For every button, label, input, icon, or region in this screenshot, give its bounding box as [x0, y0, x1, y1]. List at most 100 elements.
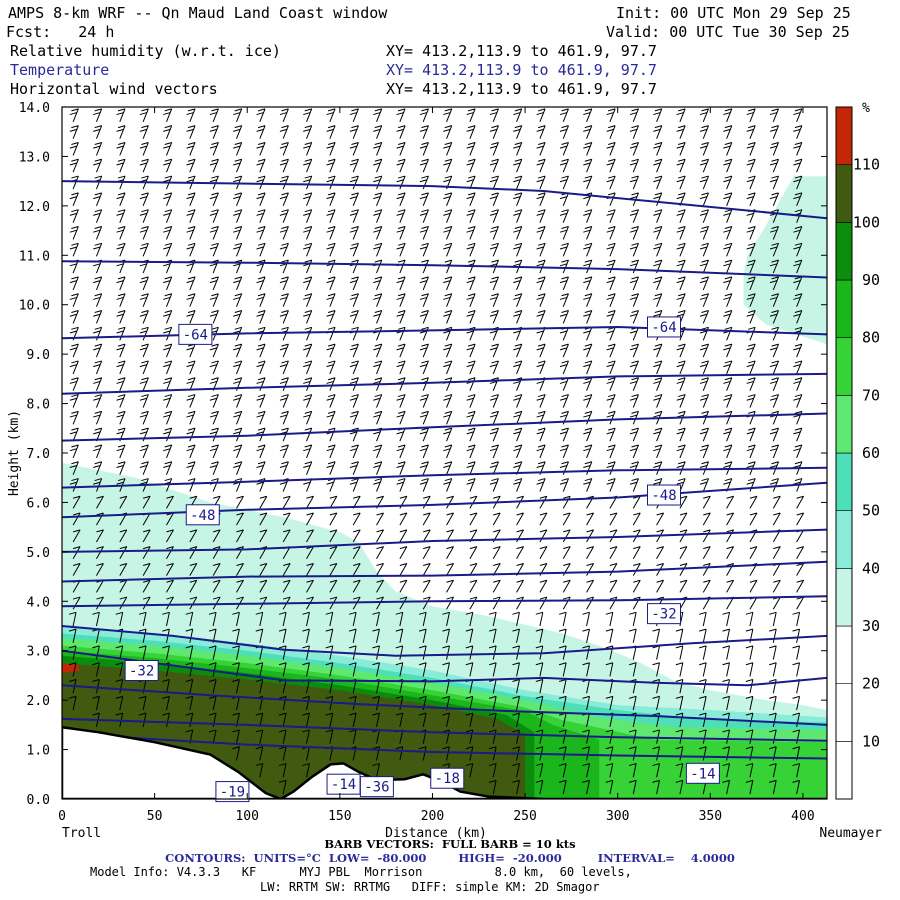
- wind-barb-200: [186, 461, 196, 475]
- wind-barb-389: [302, 611, 310, 627]
- wind-barb-613: [419, 141, 429, 156]
- wind-barb-369: [279, 276, 289, 291]
- wind-barb-109: [116, 108, 126, 123]
- temperature-contour-7: [62, 528, 827, 553]
- wind-barb-1032: [675, 645, 684, 660]
- wind-barb-517: [373, 444, 383, 459]
- wind-barb-1129: [723, 394, 733, 408]
- wind-barb-656: [465, 763, 474, 778]
- wind-barb-466: [348, 628, 357, 643]
- wind-barb-1095: [699, 276, 709, 291]
- wind-barb-298: [233, 108, 243, 123]
- wind-barb-1192: [769, 712, 777, 727]
- wind-barb-555: [396, 461, 406, 475]
- wind-barb-1072: [699, 662, 707, 677]
- wind-barb-776: [513, 125, 523, 139]
- wind-barb-475: [349, 478, 359, 492]
- wind-barb-658: [465, 729, 474, 744]
- wind-barb-328: [256, 276, 266, 291]
- wind-barb-1081: [702, 512, 711, 526]
- wind-barb-869: [582, 628, 590, 643]
- wind-barb-120: [142, 546, 151, 560]
- wind-barb-290: [233, 242, 243, 257]
- wind-barb-1145: [723, 125, 733, 139]
- wind-barb-771: [513, 209, 523, 223]
- wind-barb-668: [469, 562, 478, 576]
- wind-barb-1175: [746, 310, 756, 324]
- wind-barb-795: [539, 495, 548, 509]
- wind-barb-1250: [793, 427, 803, 442]
- wind-barb-1054: [676, 276, 686, 291]
- wind-barb-617: [442, 746, 450, 761]
- wind-barb-1077: [702, 579, 711, 593]
- wind-barb-696: [488, 779, 497, 795]
- wind-barb-1262: [793, 226, 803, 240]
- wind-barb-340: [278, 763, 287, 778]
- wind-barb-927: [606, 343, 616, 358]
- wind-barb-10: [72, 529, 81, 543]
- wind-barb-769: [513, 242, 523, 257]
- wind-barb-569: [396, 226, 406, 240]
- contour-label-9: -18: [435, 771, 460, 787]
- wind-barb-165: [163, 410, 173, 425]
- x-tick-label-8: 400: [791, 809, 814, 824]
- wind-barb-1219: [769, 259, 779, 274]
- wind-barb-242: [209, 394, 219, 408]
- wind-barb-1013: [653, 276, 663, 291]
- wind-barb-297: [233, 125, 243, 139]
- wind-barb-86: [119, 495, 128, 509]
- wind-barb-121: [142, 529, 151, 543]
- wind-barb-1009: [653, 343, 663, 358]
- wind-barb-185: [185, 712, 194, 727]
- colorbar-segment-2: [835, 625, 853, 684]
- wind-barb-833: [562, 546, 571, 560]
- wind-barb-251: [209, 242, 219, 257]
- wind-barb-1019: [653, 175, 663, 190]
- wind-barb-1022: [653, 125, 663, 139]
- wind-barb-219: [186, 141, 196, 156]
- wind-barb-58: [93, 343, 103, 358]
- wind-barb-134: [139, 310, 149, 324]
- wind-barb-1136: [723, 276, 733, 291]
- wind-barb-148: [162, 695, 170, 711]
- wind-barb-746: [512, 628, 520, 643]
- wind-barb-287: [233, 293, 243, 307]
- wind-barb-731: [489, 192, 499, 207]
- wind-barb-636: [443, 427, 453, 442]
- wind-barb-513: [376, 512, 384, 526]
- colorbar-segment-8: [835, 279, 853, 338]
- wind-barb-568: [396, 242, 406, 257]
- wind-barb-1018: [653, 192, 663, 207]
- wind-barb-160: [166, 495, 174, 509]
- wind-barb-880: [583, 444, 593, 459]
- wind-barb-1012: [653, 293, 663, 307]
- wind-barb-166: [163, 394, 173, 408]
- wind-barb-1221: [769, 226, 779, 240]
- wind-barb-383: [302, 712, 310, 727]
- wind-barb-502: [372, 695, 380, 711]
- wind-barb-681: [466, 343, 476, 358]
- wind-barb-47: [96, 529, 104, 543]
- wind-barb-247: [209, 310, 219, 324]
- wind-barb-79: [115, 611, 124, 627]
- wind-barb-605: [419, 276, 429, 291]
- wind-barb-1153: [745, 679, 754, 694]
- wind-barb-935: [606, 209, 616, 223]
- x-tick-label-5: 250: [513, 809, 536, 824]
- wind-barb-594: [419, 461, 429, 475]
- wind-barb-189: [185, 645, 194, 660]
- wind-barb-368: [279, 293, 289, 307]
- wind-barb-1007: [653, 377, 663, 391]
- wind-barb-1180: [746, 226, 756, 240]
- contour-label-7: -14: [331, 777, 356, 793]
- wind-barb-1171: [746, 377, 756, 391]
- wind-barb-1132: [723, 343, 733, 358]
- wind-barb-717: [489, 427, 499, 442]
- wind-barb-811: [536, 226, 546, 240]
- wind-barb-249: [209, 276, 219, 291]
- wind-barb-450: [326, 242, 336, 257]
- wind-barb-554: [396, 478, 406, 492]
- wind-barb-583: [418, 645, 427, 660]
- wind-barb-816: [536, 141, 546, 156]
- wind-barb-1123: [726, 495, 735, 509]
